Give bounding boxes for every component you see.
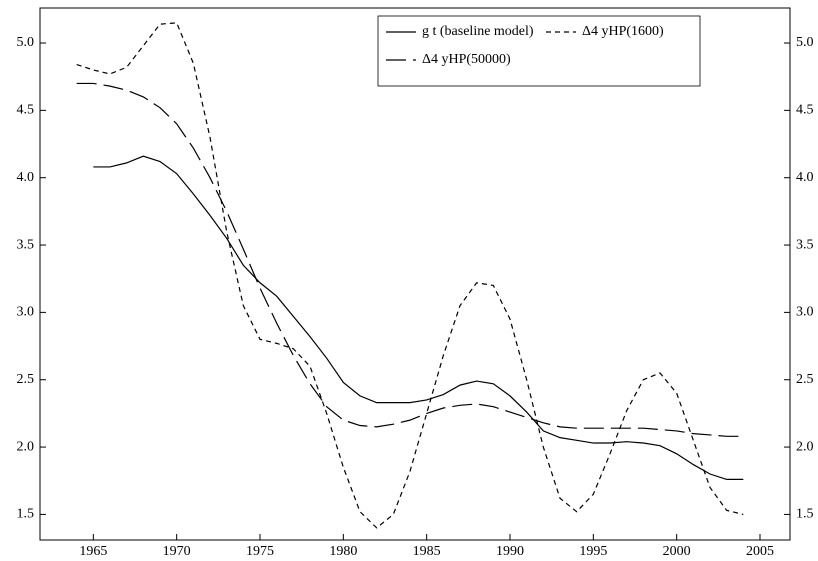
y-tick-label: 2.0: [17, 439, 35, 454]
y2-tick-label: 3.0: [796, 305, 814, 320]
series-line: [76, 22, 744, 529]
y2-tick-label: 1.5: [796, 507, 814, 522]
y2-tick-label: 4.5: [796, 103, 814, 118]
x-tick-label: 1990: [496, 544, 524, 559]
x-tick-label: 1985: [413, 544, 441, 559]
legend-label: Δ4 yHP(1600): [582, 24, 664, 39]
series-line: [93, 155, 744, 480]
x-tick-label: 1995: [579, 544, 607, 559]
series-line: [76, 82, 744, 437]
x-tick-label: 1980: [329, 544, 357, 559]
legend-label: Δ4 yHP(50000): [422, 52, 511, 67]
x-tick-label: 2005: [746, 544, 774, 559]
plot-frame: [39, 7, 791, 541]
y2-tick-label: 3.5: [796, 237, 814, 252]
y-tick-label: 3.5: [17, 237, 35, 252]
y-tick-label: 2.5: [17, 372, 35, 387]
x-tick-label: 1975: [246, 544, 274, 559]
y-tick-label: 4.5: [17, 103, 35, 118]
y-tick-label: 5.0: [17, 35, 35, 50]
y2-tick-label: 5.0: [796, 35, 814, 50]
legend-box: [377, 15, 701, 87]
legend-label: g t (baseline model): [422, 24, 534, 39]
y2-tick-label: 4.0: [796, 170, 814, 185]
y2-tick-label: 2.0: [796, 439, 814, 454]
x-tick-label: 1970: [163, 544, 191, 559]
y-tick-label: 3.0: [17, 305, 35, 320]
x-tick-label: 2000: [663, 544, 691, 559]
y-tick-label: 1.5: [17, 507, 35, 522]
y-tick-label: 4.0: [17, 170, 35, 185]
y2-tick-label: 2.5: [796, 372, 814, 387]
x-tick-label: 1965: [79, 544, 107, 559]
